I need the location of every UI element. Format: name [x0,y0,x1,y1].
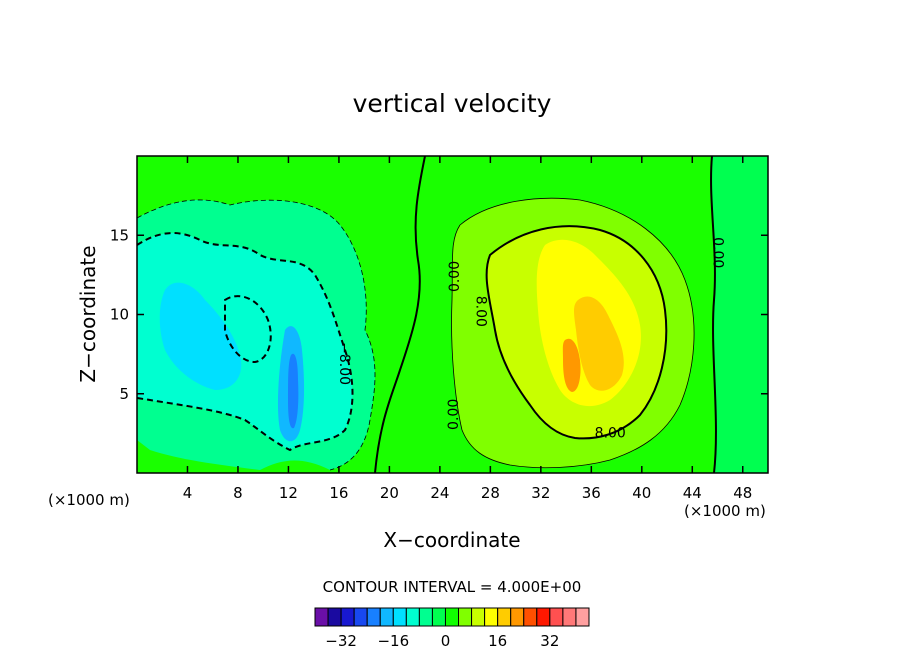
colorbar-cell [405,607,420,627]
x-tick-label: 48 [733,484,752,502]
x-tick-label: 4 [183,484,193,502]
x-tick-label: 36 [582,484,601,502]
x-tick-label: 12 [279,484,298,502]
colorbar-cell [327,607,342,627]
contour-fill-east-pos20a [562,338,581,392]
x-tick-label: 24 [430,484,449,502]
y-axis-label: Z−coordinate [76,245,100,382]
x-tick-label: 8 [233,484,243,502]
colorbar-cell [314,607,329,627]
colorbar-cell [484,607,499,627]
contour-line-zero-mid [374,156,426,473]
colorbar [314,607,590,627]
contour-fill-east-pos16 [574,296,624,391]
x-tick-label: 32 [531,484,550,502]
x-tick-label: 20 [380,484,399,502]
colorbar-cell [471,607,486,627]
contour-label: 8.00 [472,296,488,327]
colorbar-cell [353,607,368,627]
contour-line-neg4 [137,199,376,471]
contour-interval-text: CONTOUR INTERVAL = 4.000E+00 [323,578,582,596]
x-tick-label: 44 [683,484,702,502]
contour-line-pos4 [451,197,695,469]
contour-line-pos8 [485,225,668,440]
contour-fill-east [711,156,768,473]
y-tick-label: 10 [110,306,129,324]
x-tick-label: 28 [481,484,500,502]
colorbar-cell [458,607,473,627]
colorbar-cell [418,607,433,627]
colorbar-cell [340,607,355,627]
colorbar-cell [562,607,577,627]
colorbar-cell [444,607,460,627]
colorbar-tick-label: 16 [488,632,507,650]
contour-labels: 0.00 0.00 8.00 8.00 0.00 −8.00 [336,237,726,441]
contour-label: −8.00 [336,342,352,385]
colorbar-tick-labels: −32 −16 0 16 32 [325,632,559,650]
colorbar-tick-label: 0 [441,632,451,650]
x-unit-right: (×1000 m) [684,502,766,520]
y-axis: 5 10 15 [110,226,768,403]
contour-line-neg8 [137,232,354,452]
x-tick-label: 16 [329,484,348,502]
colorbar-cell [523,607,538,627]
colorbar-tick-label: −16 [377,632,409,650]
x-axis: 4 8 12 16 20 24 28 32 36 40 44 48 [183,156,752,502]
plot-area: 0.00 0.00 8.00 8.00 0.00 −8.00 [137,156,768,473]
contour-label: 0.00 [447,261,463,292]
colorbar-cell [431,607,446,627]
contour-label: 0.00 [710,237,726,268]
y-tick-label: 15 [110,226,129,244]
colorbar-tick-label: −32 [325,632,357,650]
contour-label: 0.00 [446,399,462,430]
contour-lines [137,156,717,473]
colorbar-cell [549,607,564,627]
y-tick-label: 5 [119,385,129,403]
colorbar-cell [536,607,551,627]
chart-title: vertical velocity [353,89,552,118]
colorbar-cell [366,607,381,627]
contour-fill-column-neg16 [288,353,299,429]
contour-fill-west-neg12 [159,282,242,390]
x-tick-label: 40 [632,484,651,502]
colorbar-cell [497,607,512,627]
contour-label: 8.00 [595,425,626,441]
colorbar-cell [379,607,394,627]
colorbar-tick-label: 32 [540,632,559,650]
colorbar-cell [392,607,407,627]
x-unit-left: (×1000 m) [48,491,130,509]
contour-line-neg8-inner [224,295,272,364]
colorbar-cell [510,607,525,627]
colorbar-cell [575,607,590,627]
x-axis-label: X−coordinate [383,528,520,552]
contour-line-zero-east [710,156,717,473]
